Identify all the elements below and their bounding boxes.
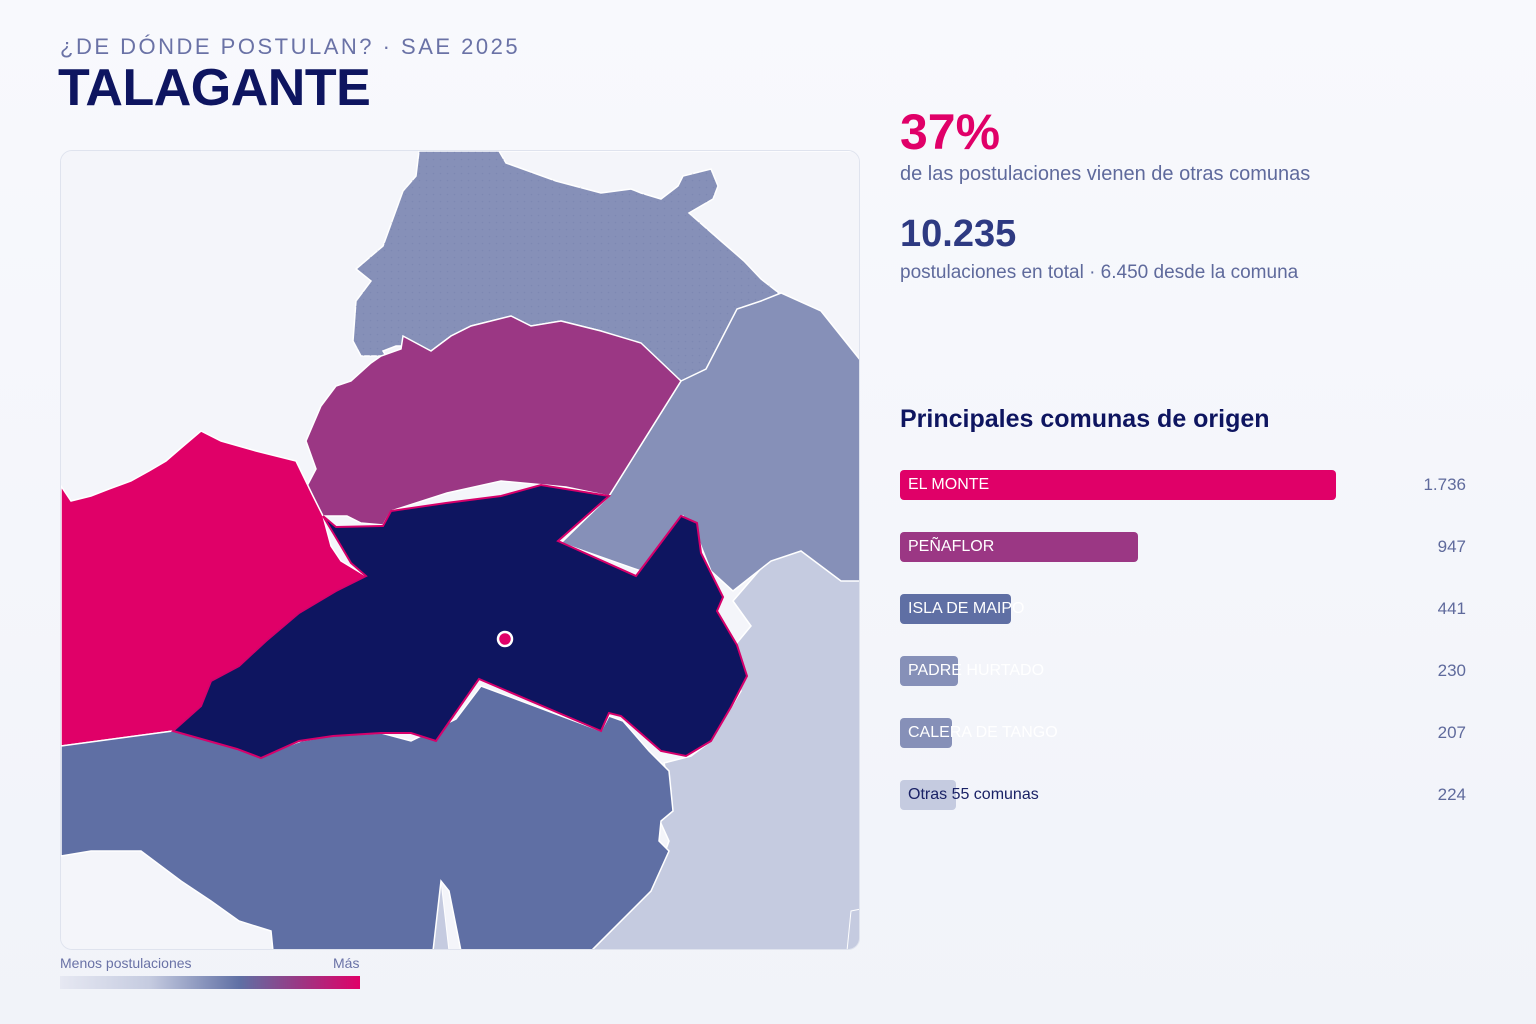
ranking-bar xyxy=(900,594,1011,624)
ranking-bar xyxy=(900,656,958,686)
ranking-row: PEÑAFLOR 947 xyxy=(900,532,1466,562)
legend-high-label: Más xyxy=(333,955,360,971)
ranking-bar xyxy=(900,532,1138,562)
ranking-label: PEÑAFLOR xyxy=(908,538,995,555)
ranking-value: 441 xyxy=(1437,599,1466,618)
ranking-row: CALERA DE TANGO 207 xyxy=(900,718,1466,748)
legend-gradient-bar xyxy=(60,976,360,989)
region-padre-hurtado-texture xyxy=(353,151,779,389)
ranking-value: 230 xyxy=(1437,661,1466,680)
ranking-bar xyxy=(900,718,952,748)
ranking-label: PADRE HURTADO xyxy=(908,662,1045,679)
choropleth-map[interactable] xyxy=(60,150,860,950)
ranking-value: 947 xyxy=(1437,537,1466,556)
ranking-label: Otras 55 comunas xyxy=(908,786,1039,803)
page-title: TALAGANTE xyxy=(58,59,371,117)
ranking-bar xyxy=(900,470,1336,500)
region-talagante xyxy=(170,483,749,760)
ranking-value: 207 xyxy=(1437,723,1466,742)
kpi-percentage: 37% xyxy=(900,104,1001,160)
ranking-row: EL MONTE 1.736 xyxy=(900,470,1466,500)
location-marker xyxy=(496,630,514,648)
kpi-total-caption: postulaciones en total · 6.450 desde la … xyxy=(900,262,1299,283)
ranking-label: EL MONTE xyxy=(908,476,990,493)
ranking-value: 224 xyxy=(1437,785,1466,804)
ranking-row: Otras 55 comunas 224 xyxy=(900,780,1466,810)
ranking-bar xyxy=(900,780,956,810)
ranking-label: CALERA DE TANGO xyxy=(908,724,1058,741)
ranking-row: PADRE HURTADO 230 xyxy=(900,656,1466,686)
ranking-row: ISLA DE MAIPO 441 xyxy=(900,594,1466,624)
kpi-total: 10.235 xyxy=(900,213,1017,255)
ranking-value: 1.736 xyxy=(1423,475,1466,494)
ranking-title: Principales comunas de origen xyxy=(900,405,1270,433)
legend-low-label: Menos postulaciones xyxy=(60,955,192,971)
header-eyebrow: ¿DE DÓNDE POSTULAN? · SAE 2025 xyxy=(60,34,521,59)
ranking-label: ISLA DE MAIPO xyxy=(908,600,1025,617)
region-corner-lightest xyxy=(846,908,859,949)
kpi-percentage-caption: de las postulaciones vienen de otras com… xyxy=(900,163,1311,185)
